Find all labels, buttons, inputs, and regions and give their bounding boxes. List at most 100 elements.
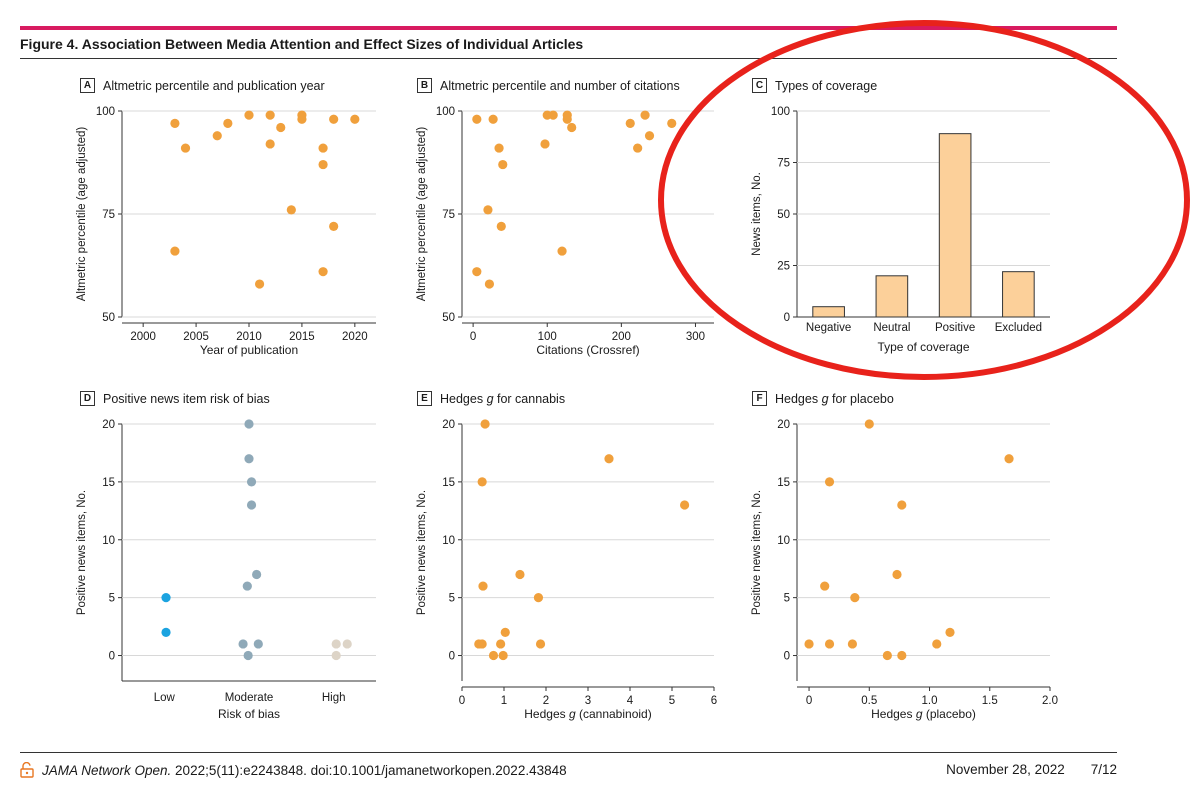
panel-d-point (161, 627, 171, 637)
panel-b-point (472, 114, 482, 124)
panel-b-point (640, 110, 650, 120)
panel-e-point (604, 454, 614, 464)
panel-c-y-axis-label: News items, No. (751, 172, 763, 256)
panel-a-y-tick-label: 75 (102, 209, 115, 221)
panel-e-point (535, 639, 546, 649)
panel-f-point (847, 639, 858, 649)
accent-bar (20, 26, 1117, 30)
panel-e-x-tick-label: 0 (459, 695, 465, 707)
panel-d-x-axis-label: Risk of bias (218, 707, 280, 721)
panel-d-letter: D (80, 391, 95, 406)
panel-e-point (533, 593, 544, 603)
panel-c-y-tick-label: 50 (777, 209, 790, 221)
panel-d-point (246, 500, 257, 510)
panel-b-point (484, 279, 495, 289)
panel-b-point (494, 143, 504, 153)
panel-e-x-tick-label: 1 (501, 695, 507, 707)
panel-f-y-tick-label: 20 (777, 419, 790, 431)
panel-d-title: Positive news item risk of bias (103, 391, 270, 406)
panel-c-x-tick-label: Neutral (873, 322, 910, 334)
panel-d-point (244, 454, 254, 464)
panel-a-point (350, 114, 360, 124)
panel-d-point (161, 593, 171, 603)
publication-date: November 28, 2022 (946, 762, 1065, 777)
panel-a-point (318, 143, 328, 153)
panel-f-point (804, 639, 814, 649)
figure-title: Figure 4. Association Between Media Atte… (20, 36, 584, 52)
panel-b-x-axis-label: Citations (Crossref) (536, 343, 639, 357)
panel-f-point (820, 581, 830, 591)
panel-c-bar (1002, 271, 1035, 318)
panel-e-x-tick-label: 3 (585, 695, 591, 707)
open-access-lock-icon (20, 762, 34, 778)
panel-e-title-suffix: for cannabis (493, 391, 566, 406)
panel-a-x-tick-label: 2005 (183, 331, 209, 343)
panel-f-title-prefix: Hedges (775, 391, 822, 406)
panel-b-point (472, 267, 482, 277)
panel-b-point (498, 159, 508, 170)
panel-e-y-axis-label: Positive news items, No. (416, 490, 428, 615)
panel-a-point (212, 131, 222, 141)
panel-b-y-tick-label: 75 (442, 209, 455, 221)
panel-f-point (892, 569, 902, 580)
panel-c-x-axis-label: Type of coverage (877, 340, 969, 354)
panel-b-header: B Altmetric percentile and number of cit… (417, 78, 680, 93)
panel-c-x-tick-label: Positive (935, 322, 975, 334)
panel-b-y-tick-label: 50 (442, 312, 455, 324)
panel-a-header: A Altmetric percentile and publication y… (80, 78, 325, 93)
panel-b-point (548, 110, 558, 120)
panel-d-y-axis-label: Positive news items, No. (76, 490, 88, 615)
panel-f-point (824, 477, 835, 487)
panel-a-point (265, 110, 275, 120)
panel-b-y-axis-label: Altmetric percentile (age adjusted) (416, 127, 428, 302)
panel-d-point (253, 639, 263, 649)
title-divider (20, 58, 1117, 59)
panel-e-point (680, 500, 690, 510)
panel-e-point (496, 639, 506, 649)
panel-e-x-tick-label: 2 (543, 695, 549, 707)
panel-f-point (882, 650, 892, 661)
panel-f-x-tick-label: 1.0 (922, 695, 938, 707)
panel-e-point (477, 477, 487, 487)
panel-b-point (644, 131, 655, 141)
panel-d-point (244, 419, 254, 429)
panel-b-y-tick-label: 100 (436, 106, 455, 118)
panel-c-bar (812, 306, 845, 318)
panel-d-y-tick-label: 20 (102, 419, 115, 431)
panel-b-x-tick-label: 300 (686, 331, 705, 343)
panel-f-point (897, 650, 907, 661)
panel-e-y-tick-label: 0 (449, 651, 455, 663)
panel-f-x-tick-label: 0.5 (861, 695, 877, 707)
footer-divider (20, 752, 1117, 753)
panel-a-point (276, 122, 286, 133)
panel-d-header: D Positive news item risk of bias (80, 391, 270, 406)
panel-b-point (567, 122, 577, 133)
panel-d-point (243, 650, 253, 661)
panel-b-point (557, 246, 567, 256)
panel-b-point (540, 139, 550, 149)
panel-f-point (824, 639, 835, 649)
panel-a-point (170, 246, 180, 256)
panel-e-x-tick-label: 5 (669, 695, 675, 707)
panel-a-letter: A (80, 78, 95, 93)
panel-c-x-tick-label: Negative (806, 322, 851, 334)
panel-f-header: F Hedges g for placebo (752, 391, 894, 406)
panel-d-point (252, 569, 262, 580)
panel-b-point (483, 205, 493, 215)
panel-d-x-tick-label: High (322, 692, 346, 704)
panel-e-x-tick-label: 6 (711, 695, 717, 707)
panel-d-point (342, 639, 352, 649)
panel-e-y-tick-label: 10 (442, 535, 455, 547)
panel-b-point (488, 114, 498, 124)
panel-c-y-tick-label: 25 (777, 261, 790, 273)
page-number: 7/12 (1090, 762, 1117, 777)
panel-a-point (329, 114, 339, 124)
panel-d-point (331, 650, 341, 661)
panel-d-point (238, 639, 248, 649)
panel-a-point (329, 221, 339, 231)
panel-e-letter: E (417, 391, 432, 406)
panel-f-x-tick-label: 0 (806, 695, 812, 707)
panel-f-y-tick-label: 15 (777, 477, 790, 489)
panel-e-x-tick-label: 4 (627, 695, 634, 707)
